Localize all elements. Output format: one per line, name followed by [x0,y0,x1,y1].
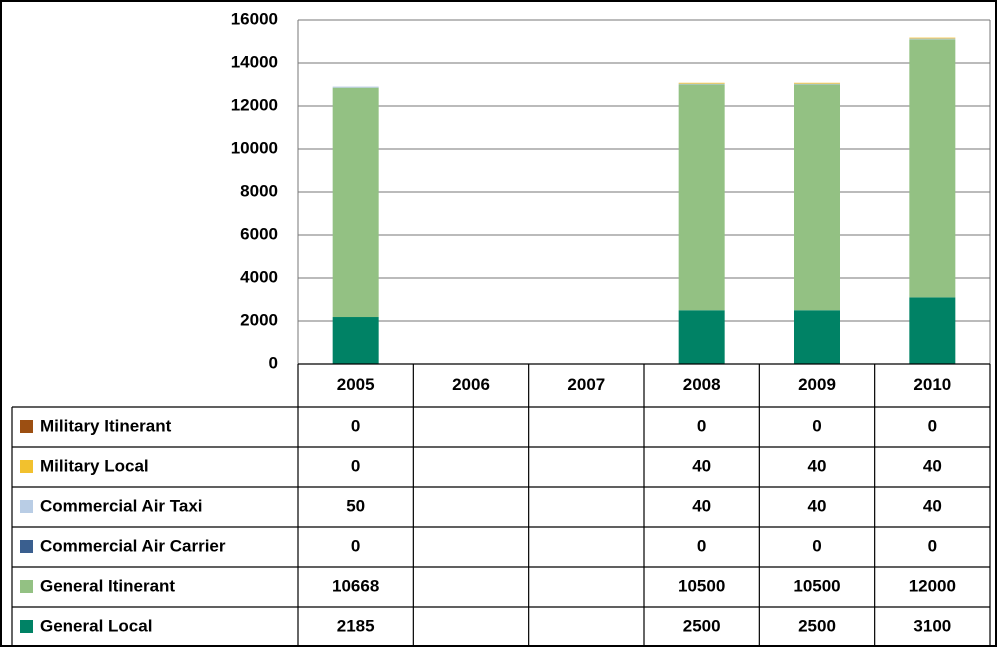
bar-segment [678,84,725,311]
table-value: 10668 [332,576,379,595]
y-tick-label: 10000 [231,138,278,157]
y-tick-label: 6000 [240,224,278,243]
bar-segment [332,87,379,318]
legend-label: Commercial Air Carrier [40,536,226,555]
table-value: 2500 [683,616,721,635]
y-tick-label: 4000 [240,267,278,286]
y-tick-label: 2000 [240,310,278,329]
table-value: 40 [923,456,942,475]
table-value: 50 [346,496,365,515]
x-tick-label: 2010 [913,375,951,394]
bar-segment [794,82,840,84]
y-tick-label: 16000 [231,9,278,28]
legend-key [20,420,33,433]
table-value: 2500 [798,616,836,635]
bar-segment [909,39,956,298]
table-value: 0 [351,456,360,475]
bar-segment [678,82,725,84]
bar-segment [909,297,956,364]
y-tick-label: 14000 [231,52,278,71]
table-value: 0 [697,536,706,555]
table-value: 12000 [909,576,956,595]
table-value: 40 [808,496,827,515]
x-tick-label: 2007 [567,375,605,394]
table-value: 0 [697,416,706,435]
legend-label: General Itinerant [40,576,175,595]
x-tick-label: 2009 [798,375,836,394]
bar-segment [794,83,840,85]
legend-label: Military Itinerant [40,416,172,435]
bar-segment [332,86,379,88]
table-value: 3100 [913,616,951,635]
x-tick-label: 2006 [452,375,490,394]
legend-key [20,460,33,473]
bar-segment [678,310,725,364]
table-value: 0 [351,536,360,555]
table-value: 10500 [793,576,840,595]
legend-label: Commercial Air Taxi [40,496,203,515]
x-tick-label: 2005 [337,375,375,394]
legend-label: Military Local [40,456,149,475]
legend-key [20,500,33,513]
table-value: 40 [692,496,711,515]
bar-segment [909,38,956,40]
y-tick-label: 12000 [231,95,278,114]
y-tick-label: 8000 [240,181,278,200]
bar-segment [332,317,379,364]
legend-key [20,540,33,553]
bar-segment [794,310,840,364]
y-tick-label: 0 [269,353,278,372]
table-value: 0 [812,416,821,435]
table-value: 40 [692,456,711,475]
table-value: 0 [928,416,937,435]
bar-segment [909,37,956,39]
table-value: 40 [808,456,827,475]
table-value: 0 [928,536,937,555]
table-value: 0 [812,536,821,555]
x-tick-label: 2008 [683,375,721,394]
table-value: 2185 [337,616,375,635]
legend-key [20,580,33,593]
bar-segment [794,84,840,311]
bar-segment [678,83,725,85]
legend-key [20,620,33,633]
legend-label: General Local [40,616,152,635]
table-value: 10500 [678,576,725,595]
table-value: 40 [923,496,942,515]
table-value: 0 [351,416,360,435]
